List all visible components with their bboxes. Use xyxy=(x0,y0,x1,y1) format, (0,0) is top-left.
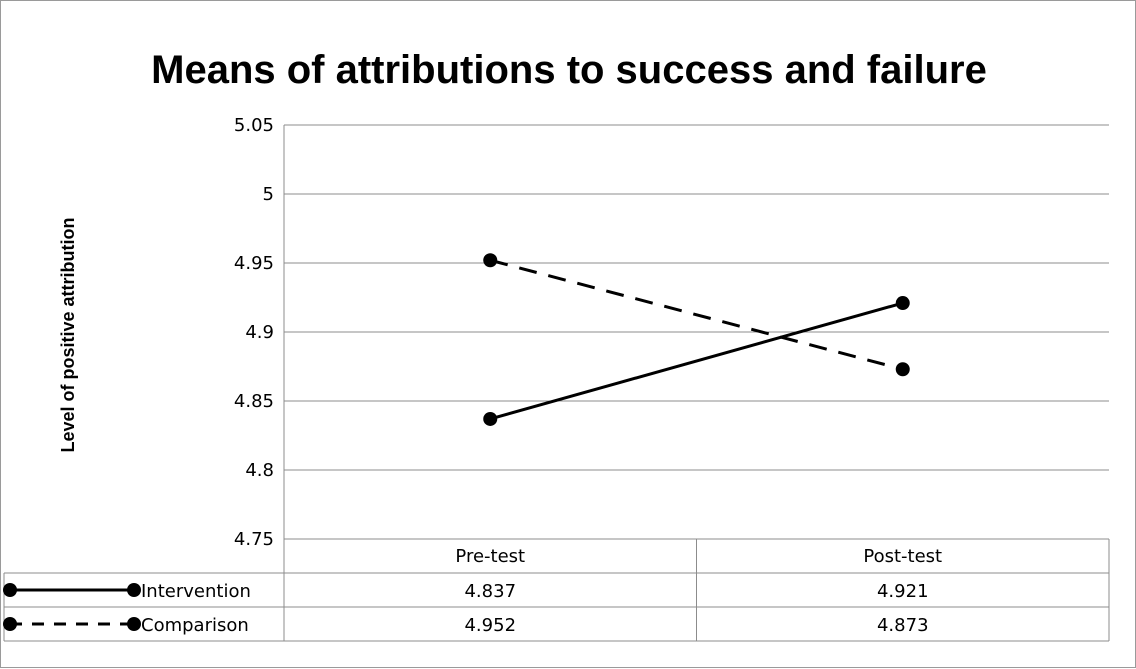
x-category-label: Post-test xyxy=(863,546,942,567)
data-point-intervention xyxy=(895,296,910,311)
legend-key-marker xyxy=(3,617,17,631)
legend-key-marker xyxy=(3,583,17,597)
series-lines xyxy=(483,253,910,426)
y-tick-label: 4.75 xyxy=(234,529,274,550)
data-point-intervention xyxy=(483,411,498,426)
data-point-comparison xyxy=(895,362,910,377)
y-tick-label: 4.8 xyxy=(245,460,274,481)
legend-key-marker xyxy=(127,583,141,597)
y-axis-label: Level of positive attribution xyxy=(58,217,78,452)
y-tick-label: 4.9 xyxy=(245,322,274,343)
table-value-cell: 4.873 xyxy=(877,615,929,636)
gridlines xyxy=(283,124,1109,539)
y-tick-label: 4.85 xyxy=(234,391,274,412)
table-value-cell: 4.921 xyxy=(877,581,929,602)
legend-series-name: Comparison xyxy=(141,615,249,636)
y-tick-labels: 5.05 5 4.95 4.9 4.85 4.8 4.75 xyxy=(234,115,274,550)
y-tick-label: 5.05 xyxy=(234,115,274,136)
x-category-label: Pre-test xyxy=(455,546,525,567)
chart-title: Means of attributions to success and fai… xyxy=(151,48,987,92)
series-line-comparison xyxy=(489,258,904,371)
series-line-intervention xyxy=(489,301,904,421)
legend-series-name: Intervention xyxy=(141,581,251,602)
table-value-cell: 4.952 xyxy=(464,615,516,636)
data-point-comparison xyxy=(483,253,498,268)
y-tick-label: 5 xyxy=(263,184,274,205)
data-table: Pre-test Post-test Intervention 4.837 4.921 C… xyxy=(3,538,1110,642)
y-tick-label: 4.95 xyxy=(234,253,274,274)
table-value-cell: 4.837 xyxy=(464,581,516,602)
legend-key-marker xyxy=(127,617,141,631)
